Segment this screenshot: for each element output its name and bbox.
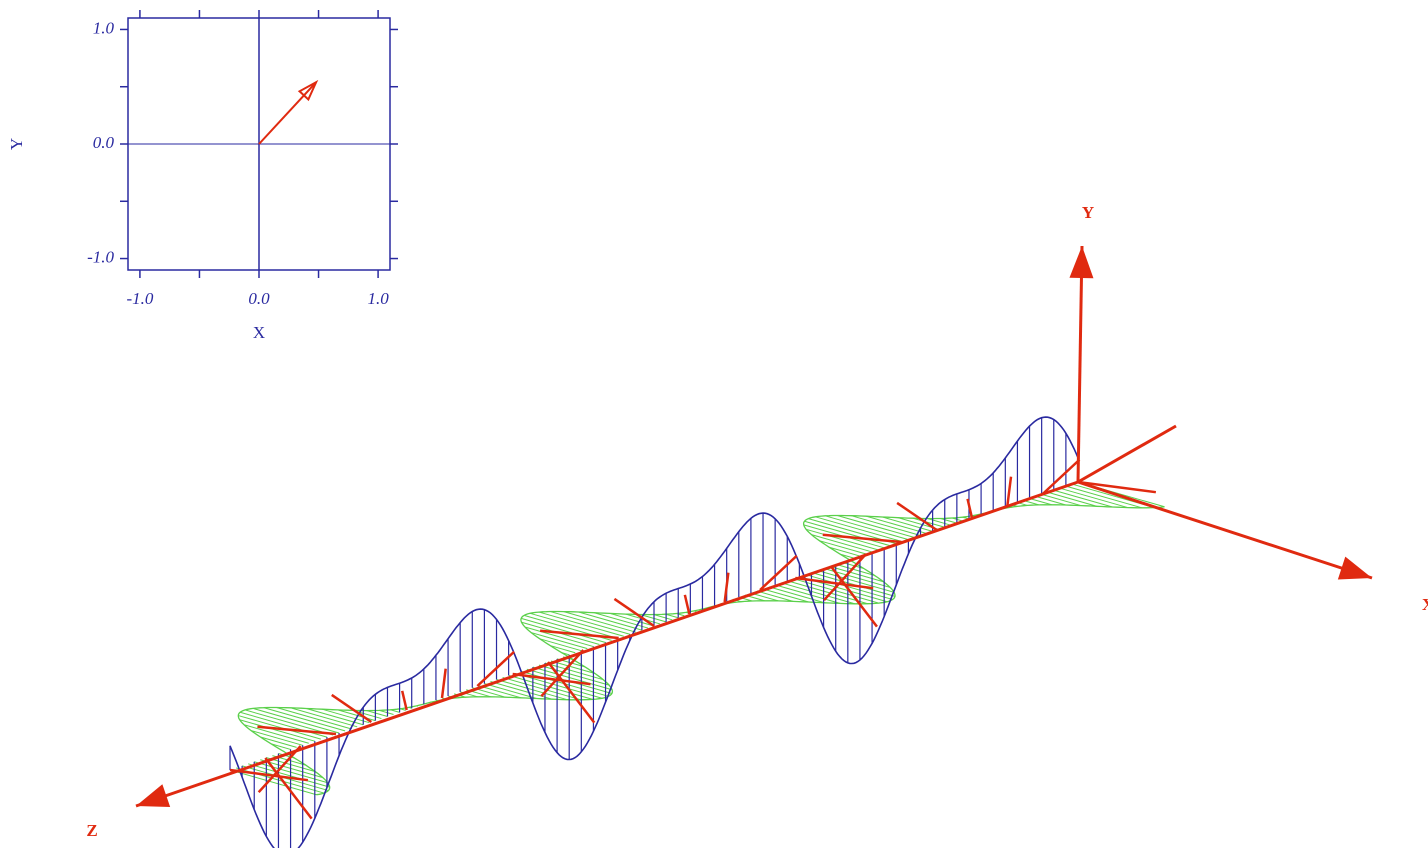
green-hatch — [238, 716, 321, 740]
inset-chart: -1.0 0.0 1.0 -1.0 0.0 1.0 X Y — [7, 10, 398, 342]
figure: -1.0 0.0 1.0 -1.0 0.0 1.0 X Y Y X Z — [0, 0, 1428, 848]
blue-wave — [230, 417, 1078, 848]
field-vector — [685, 595, 689, 614]
y-tick-label: -1.0 — [87, 247, 114, 266]
x-axis-3d — [1078, 482, 1372, 578]
green-hatch — [927, 519, 950, 526]
green-wave — [238, 505, 1164, 795]
x-axis-title: X — [253, 323, 265, 342]
y-tick-label: 1.0 — [93, 18, 115, 37]
green-hatch — [550, 646, 575, 653]
y-axis-3d — [1078, 246, 1082, 482]
field-vector — [968, 499, 972, 518]
vector — [259, 82, 316, 144]
green-hatch — [240, 712, 327, 737]
field-vector — [541, 650, 583, 696]
z-axis-3d-label: Z — [86, 821, 97, 840]
x-tick-label: 1.0 — [367, 289, 389, 308]
field-vector — [402, 691, 406, 710]
field-vector — [897, 503, 937, 530]
field-vector — [614, 599, 654, 626]
y-axis-3d-head — [1069, 246, 1093, 278]
wave-illustration — [136, 246, 1372, 848]
z-axis-3d — [136, 482, 1078, 806]
green-hatch — [1036, 496, 1066, 505]
z-axis-3d-head — [136, 784, 170, 807]
green-hatch — [525, 627, 593, 647]
green-hatch — [819, 541, 866, 554]
y-axis-3d-label: Y — [1082, 203, 1094, 222]
x-axis-3d-label: X — [1422, 595, 1428, 614]
field-vector — [265, 758, 311, 819]
green-hatch — [763, 589, 809, 602]
green-hatch — [251, 731, 303, 746]
green-hatch — [230, 770, 317, 795]
green-hatch — [379, 710, 393, 714]
x-tick-label: 0.0 — [248, 289, 270, 308]
green-hatch — [248, 764, 330, 787]
green-hatch — [521, 618, 605, 642]
y-tick-label: 0.0 — [93, 133, 115, 152]
green-hatch — [829, 547, 860, 556]
green-hatch — [1030, 498, 1052, 504]
green-hatch — [804, 521, 890, 546]
x-axis-3d-head — [1338, 557, 1372, 580]
field-vector — [442, 669, 446, 698]
x-tick-label: -1.0 — [126, 289, 153, 308]
field-vector — [1007, 477, 1011, 506]
y-axis-title: Y — [7, 138, 26, 150]
back-axis — [1078, 426, 1176, 482]
field-vector — [257, 727, 336, 734]
green-hatch — [610, 613, 654, 626]
